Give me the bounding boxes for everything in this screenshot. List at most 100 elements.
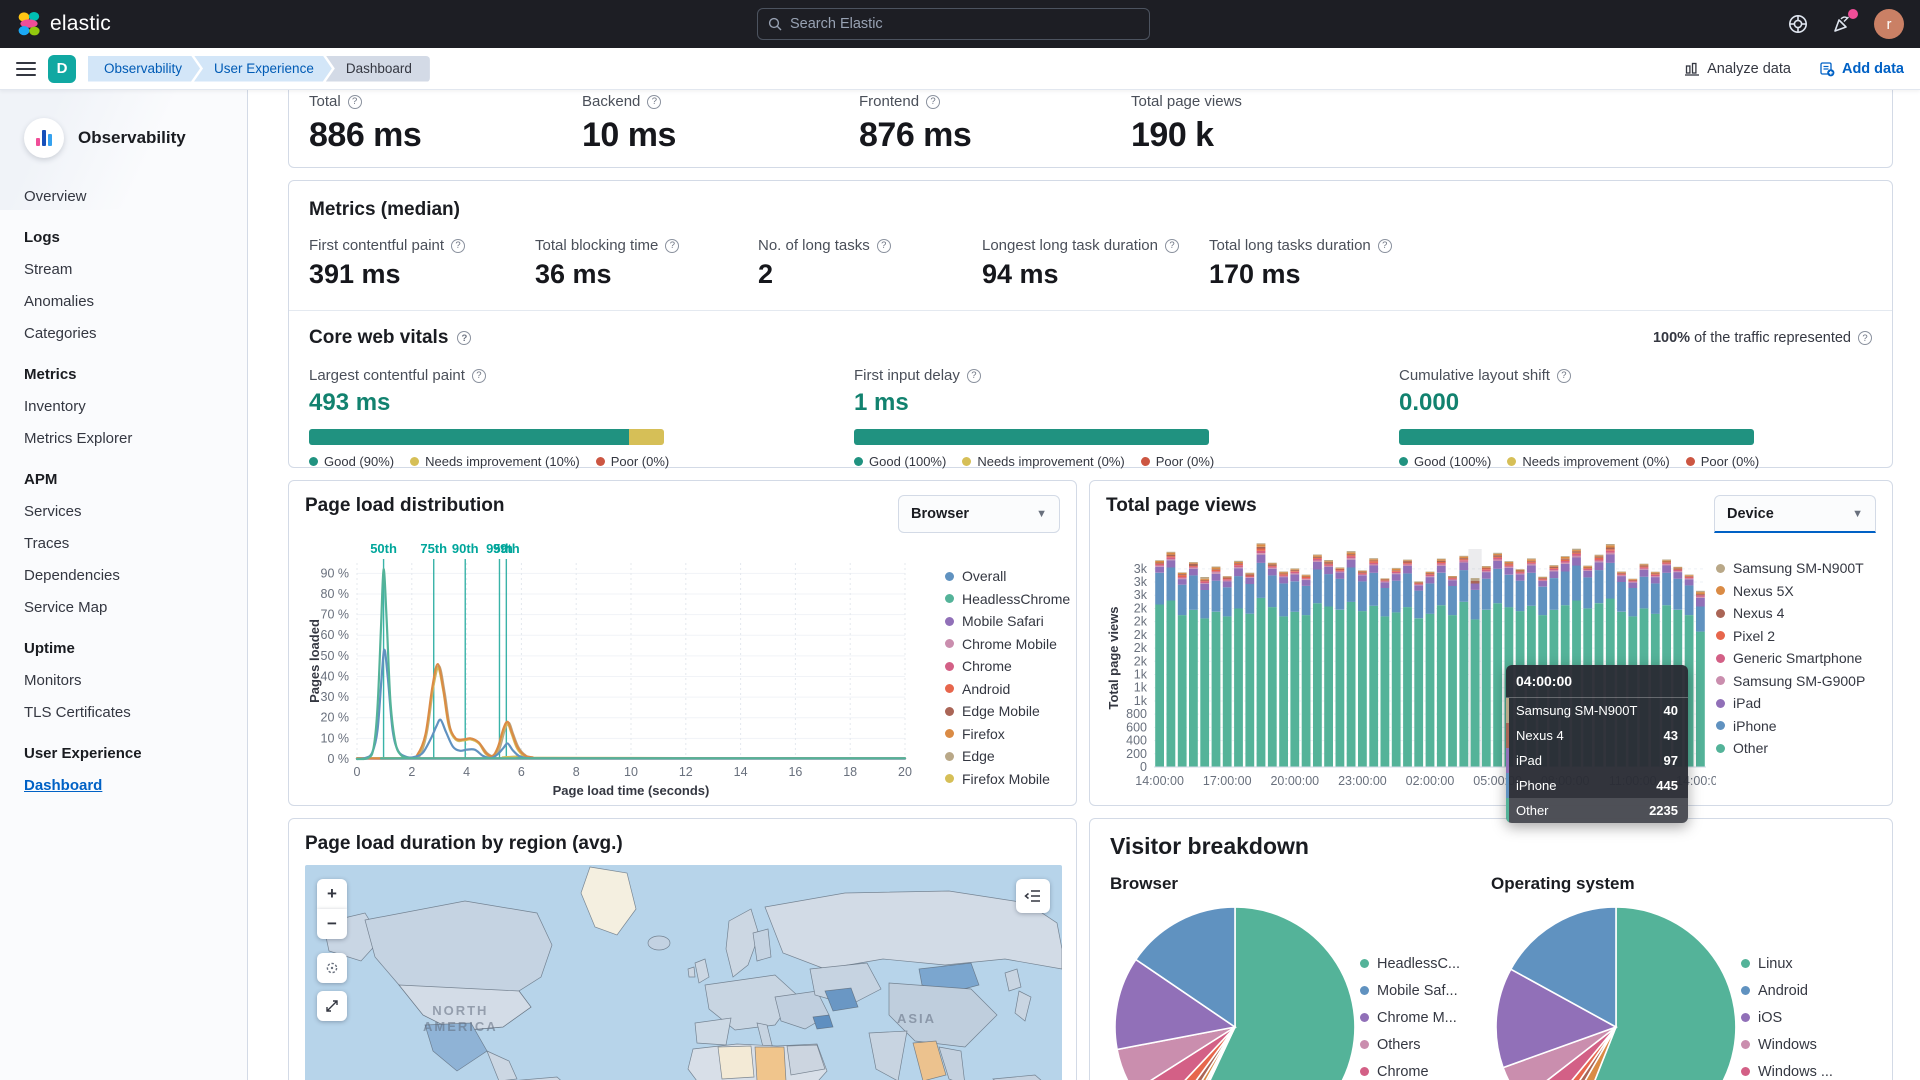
traffic-note: 100% of the traffic represented ? [1653,330,1872,346]
user-avatar[interactable]: r [1874,9,1904,39]
legend-item[interactable]: iOS [1741,1004,1839,1031]
analyze-data-button[interactable]: Analyze data [1684,61,1791,77]
sidebar-item-metrics-explorer[interactable]: Metrics Explorer [24,430,133,447]
sidebar-item-categories[interactable]: Categories [24,325,97,342]
map-layers-button[interactable] [1016,879,1050,913]
legend-item[interactable]: Windows [1741,1031,1839,1058]
distribution-chart[interactable]: 0 % 10 % 20 % 30 % 40 % 50 % 60 % 70 % 80 % 90 % 0… [305,537,945,804]
legend-item[interactable]: Edge Mobile [945,700,1070,723]
info-icon[interactable]: ? [1377,238,1392,253]
sidebar-item-monitors[interactable]: Monitors [24,672,82,689]
chart-tooltip: 04:00:00 Samsung SM-N900T 40 Nexus 4 43 iP… [1506,665,1688,823]
add-data-button[interactable]: Add data [1819,61,1904,77]
needs-improvement-dot [1507,457,1517,466]
os-pie-chart[interactable] [1491,902,1741,1080]
sidebar-item-overview[interactable]: Overview [24,188,87,205]
sidebar-item-tls-certificates[interactable]: TLS Certificates [24,704,131,721]
add-data-icon [1820,61,1835,76]
menu-hamburger-icon[interactable] [16,61,36,76]
legend-item[interactable]: Chrome [945,655,1070,678]
legend-item[interactable]: HeadlessC... [1360,950,1460,977]
elastic-brand[interactable]: elastic [16,11,111,37]
svg-text:3k: 3k [1134,588,1148,602]
metric-value: 94 ms [982,259,1059,289]
legend-item[interactable]: Windows ... [1741,1058,1839,1080]
info-icon[interactable]: ? [471,368,486,383]
sidebar-item-dependencies[interactable]: Dependencies [24,567,120,584]
svg-text:17:00:00: 17:00:00 [1203,774,1252,788]
dashboard-app-badge[interactable]: D [48,54,76,83]
global-search-input[interactable]: Search Elastic [757,8,1150,40]
info-icon[interactable]: ? [1164,238,1179,253]
legend-item[interactable]: Samsung SM-G900P [1716,670,1865,693]
legend-item[interactable]: Nexus 5X [1716,580,1865,603]
info-icon[interactable]: ? [966,368,981,383]
svg-text:800: 800 [1126,707,1147,721]
info-icon[interactable]: ? [1858,331,1872,345]
map-geolocate-button[interactable] [317,953,347,983]
sidebar-item-services[interactable]: Services [24,503,82,520]
svg-text:90th: 90th [452,541,479,556]
legend-item[interactable]: Android [1741,977,1839,1004]
legend-item[interactable]: Others [1360,1031,1460,1058]
legend-item[interactable]: Generic Smartphone [1716,647,1865,670]
legend-item[interactable]: Mobile Saf... [1360,977,1460,1004]
kpi-value: 190 k [1131,116,1214,154]
distribution-title: Page load distribution [305,495,505,516]
breadcrumb-item[interactable]: User Experience [194,56,332,82]
legend-item[interactable]: Firefox Mobile [945,768,1070,791]
map-label-asia: ASIA [897,1011,937,1026]
sidebar-item-anomalies[interactable]: Anomalies [24,293,95,310]
map-expand-button[interactable] [317,991,347,1021]
legend-item[interactable]: iPad [1716,692,1865,715]
legend-item[interactable]: Overall [945,565,1070,588]
info-icon[interactable]: ? [347,94,362,109]
legend-item[interactable]: Firefox [945,723,1070,746]
browser-pie-chart[interactable] [1110,902,1360,1080]
legend-item[interactable]: Nexus 4 [1716,602,1865,625]
kpi-label: Backend? [582,93,859,110]
breakdown-select-browser[interactable]: Browser ▼ [898,495,1060,533]
legend-item[interactable]: Chrome M... [1360,1004,1460,1031]
metric-value: 170 ms [1209,259,1301,289]
legend-item[interactable]: Chrome [1360,1058,1460,1080]
legend-item[interactable]: Pixel 2 [1716,625,1865,648]
sidebar-item-stream[interactable]: Stream [24,261,73,278]
newsfeed-icon[interactable] [1830,9,1858,36]
info-icon[interactable]: ? [1556,368,1571,383]
sidebar-item-dashboard[interactable]: Dashboard [24,777,103,794]
sidebar-item-service-map[interactable]: Service Map [24,599,108,616]
sidebar-item-traces[interactable]: Traces [24,535,70,552]
svg-text:02:00:00: 02:00:00 [1406,774,1455,788]
sidebar-item-inventory[interactable]: Inventory [24,398,86,415]
breadcrumb-item[interactable]: Dashboard [325,55,430,82]
svg-text:600: 600 [1126,720,1147,734]
poor-dot [1685,457,1695,466]
info-icon[interactable]: ? [647,94,662,109]
map-zoom-in-button[interactable]: + [317,879,347,909]
breakdown-select-device[interactable]: Device ▼ [1714,495,1876,533]
legend-item[interactable]: Edge [945,745,1070,768]
legend-item[interactable]: Samsung SM-N900T [1716,557,1865,580]
legend-item[interactable]: Other [1716,737,1865,760]
info-icon[interactable]: ? [926,94,941,109]
legend-item[interactable]: HeadlessChrome [945,588,1070,611]
info-icon[interactable]: ? [665,238,680,253]
page-views-title: Total page views [1106,495,1257,516]
legend-item[interactable]: Chrome Mobile [945,633,1070,656]
legend-item[interactable]: Linux [1741,950,1839,977]
info-icon[interactable]: ? [457,331,472,345]
info-icon[interactable]: ? [451,238,466,253]
map-zoom-out-button[interactable]: − [317,909,347,939]
svg-text:0: 0 [1140,760,1147,774]
legend-item[interactable]: Mobile Safari [945,610,1070,633]
svg-text:80 %: 80 % [321,587,350,601]
info-icon[interactable]: ? [876,238,891,253]
brand-name: elastic [50,12,111,35]
world-map[interactable]: NORTH AMERICA ASIA + − [305,865,1062,1080]
legend-item[interactable]: Android [945,678,1070,701]
breadcrumb-item[interactable]: Observability [88,56,200,82]
main-content: Total? 886 ms Backend? 10 ms Frontend? 8… [248,90,1920,1080]
help-icon[interactable] [1786,12,1810,36]
legend-item[interactable]: iPhone [1716,715,1865,738]
